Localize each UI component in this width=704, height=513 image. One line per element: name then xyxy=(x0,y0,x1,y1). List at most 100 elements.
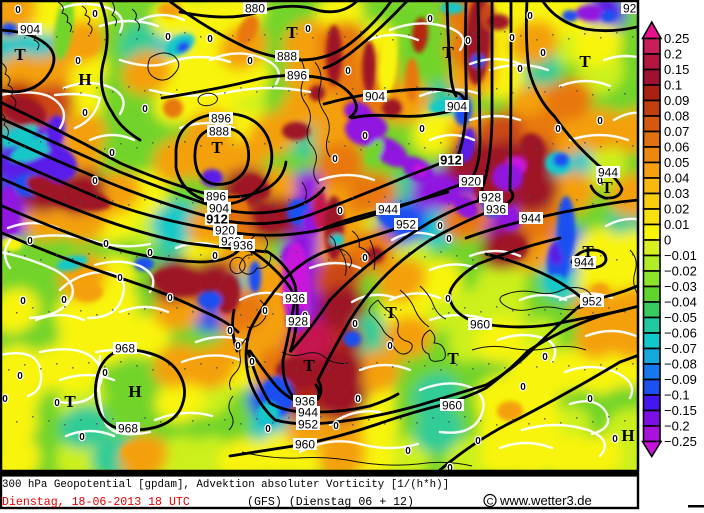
svg-text:T: T xyxy=(303,356,315,375)
svg-text:(GFS) (Dienstag 06 + 12): (GFS) (Dienstag 06 + 12) xyxy=(247,496,414,509)
svg-text:920: 920 xyxy=(461,175,481,189)
svg-text:0.07: 0.07 xyxy=(664,124,689,139)
svg-text:0: 0 xyxy=(355,394,361,405)
svg-text:−0.04: −0.04 xyxy=(664,295,697,310)
svg-text:0: 0 xyxy=(527,11,533,22)
svg-text:−0.09: −0.09 xyxy=(664,372,697,387)
svg-text:T: T xyxy=(286,23,298,42)
svg-text:0: 0 xyxy=(17,371,23,382)
svg-text:952: 952 xyxy=(396,218,416,232)
svg-text:904: 904 xyxy=(365,90,385,104)
svg-text:0: 0 xyxy=(427,14,433,25)
svg-text:−0.05: −0.05 xyxy=(664,310,697,325)
svg-text:C: C xyxy=(487,497,494,508)
svg-text:0: 0 xyxy=(75,56,81,67)
svg-text:0: 0 xyxy=(305,24,311,35)
svg-text:0: 0 xyxy=(387,341,393,352)
svg-text:944: 944 xyxy=(378,203,398,217)
svg-text:H: H xyxy=(621,426,634,445)
svg-text:0: 0 xyxy=(345,66,351,77)
svg-text:T: T xyxy=(582,242,594,261)
svg-text:0: 0 xyxy=(587,394,593,405)
svg-text:0.25: 0.25 xyxy=(664,31,689,46)
svg-text:960: 960 xyxy=(470,318,490,332)
svg-text:904: 904 xyxy=(447,100,467,114)
svg-text:H: H xyxy=(78,70,91,89)
svg-text:0: 0 xyxy=(446,234,452,245)
svg-text:888: 888 xyxy=(209,125,229,139)
svg-text:936: 936 xyxy=(233,239,253,253)
svg-text:0: 0 xyxy=(362,131,368,142)
svg-text:0: 0 xyxy=(212,251,218,262)
svg-text:880: 880 xyxy=(245,2,265,16)
svg-text:0.04: 0.04 xyxy=(664,171,689,186)
svg-text:0: 0 xyxy=(109,148,115,159)
svg-text:0: 0 xyxy=(247,56,253,67)
svg-text:0: 0 xyxy=(27,236,33,247)
svg-text:968: 968 xyxy=(118,422,138,436)
svg-text:0.06: 0.06 xyxy=(664,140,689,155)
svg-text:0.01: 0.01 xyxy=(664,217,689,232)
svg-text:0: 0 xyxy=(102,368,108,379)
svg-text:−0.07: −0.07 xyxy=(664,341,697,356)
svg-text:T: T xyxy=(385,303,397,322)
svg-text:−0.01: −0.01 xyxy=(664,248,697,263)
svg-text:0: 0 xyxy=(362,253,368,264)
svg-text:0: 0 xyxy=(597,116,603,127)
svg-text:0: 0 xyxy=(54,398,60,409)
svg-text:T: T xyxy=(442,43,454,62)
svg-text:0: 0 xyxy=(82,108,88,119)
svg-text:936: 936 xyxy=(295,395,315,409)
svg-text:0: 0 xyxy=(352,319,358,330)
svg-text:896: 896 xyxy=(206,190,226,204)
svg-text:0.03: 0.03 xyxy=(664,186,689,201)
svg-text:0: 0 xyxy=(475,436,481,447)
svg-text:912: 912 xyxy=(206,212,228,227)
svg-text:0: 0 xyxy=(265,424,271,435)
svg-text:944: 944 xyxy=(298,406,318,420)
svg-text:0: 0 xyxy=(520,382,526,393)
svg-text:0: 0 xyxy=(2,394,8,405)
svg-text:0: 0 xyxy=(509,33,515,44)
svg-text:−0.08: −0.08 xyxy=(664,357,697,372)
svg-text:0: 0 xyxy=(147,248,153,259)
svg-text:www.wetter3.de: www.wetter3.de xyxy=(499,493,592,508)
svg-text:0: 0 xyxy=(337,206,343,217)
svg-text:0: 0 xyxy=(167,293,173,304)
svg-text:0: 0 xyxy=(165,32,171,43)
svg-text:888: 888 xyxy=(277,50,297,64)
svg-text:0: 0 xyxy=(332,154,338,165)
svg-text:0: 0 xyxy=(61,295,67,306)
svg-text:944: 944 xyxy=(574,256,594,270)
svg-text:T: T xyxy=(64,392,76,411)
svg-text:0: 0 xyxy=(92,176,98,187)
svg-text:944: 944 xyxy=(521,212,541,226)
svg-text:0: 0 xyxy=(262,306,268,317)
svg-text:936: 936 xyxy=(285,292,305,306)
svg-text:0: 0 xyxy=(447,463,453,474)
svg-text:0: 0 xyxy=(227,326,233,337)
svg-text:0: 0 xyxy=(540,48,546,59)
svg-text:928: 928 xyxy=(481,191,501,205)
svg-text:−0.1: −0.1 xyxy=(664,388,690,403)
svg-text:0: 0 xyxy=(664,233,671,248)
svg-text:0: 0 xyxy=(419,124,425,135)
svg-text:904: 904 xyxy=(20,23,40,37)
svg-text:0: 0 xyxy=(333,421,339,432)
svg-text:0: 0 xyxy=(465,36,471,47)
svg-text:0: 0 xyxy=(517,64,523,75)
svg-text:T: T xyxy=(579,52,591,71)
svg-text:0: 0 xyxy=(15,5,21,16)
svg-text:920: 920 xyxy=(215,224,235,238)
svg-text:0.1: 0.1 xyxy=(664,78,682,93)
svg-text:960: 960 xyxy=(442,399,462,413)
svg-text:T: T xyxy=(601,178,613,197)
svg-text:0: 0 xyxy=(79,432,85,443)
svg-text:−0.25: −0.25 xyxy=(664,434,697,449)
svg-text:0: 0 xyxy=(235,341,241,352)
svg-text:0: 0 xyxy=(542,352,548,363)
svg-text:0: 0 xyxy=(103,239,109,250)
svg-text:0: 0 xyxy=(437,221,443,232)
svg-text:0.09: 0.09 xyxy=(664,93,689,108)
svg-text:960: 960 xyxy=(295,438,315,452)
